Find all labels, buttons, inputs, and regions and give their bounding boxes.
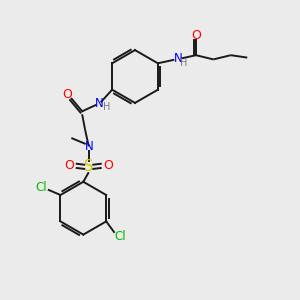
- Text: O: O: [192, 28, 202, 42]
- Text: H: H: [103, 102, 111, 112]
- Text: S: S: [84, 159, 93, 174]
- Text: H: H: [180, 58, 188, 68]
- Text: Cl: Cl: [35, 181, 47, 194]
- Text: N: N: [174, 52, 182, 65]
- Text: N: N: [95, 97, 103, 110]
- Text: O: O: [62, 88, 72, 101]
- Text: N: N: [85, 140, 94, 153]
- Text: O: O: [103, 159, 113, 172]
- Text: O: O: [64, 159, 74, 172]
- Text: Cl: Cl: [115, 230, 126, 243]
